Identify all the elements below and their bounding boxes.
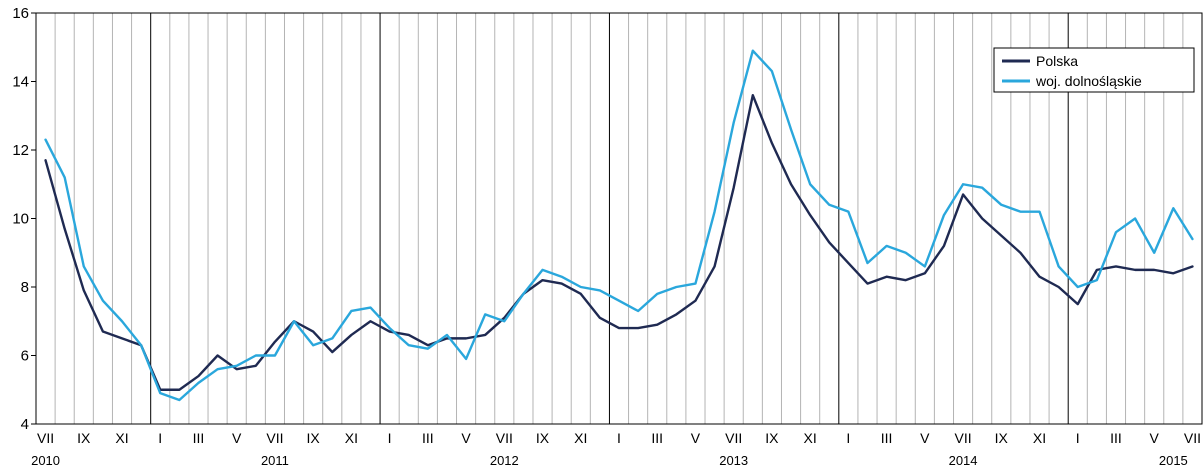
x-tick-label: V bbox=[461, 430, 471, 446]
series-line-polska bbox=[44, 93, 1194, 391]
y-tick-label: 12 bbox=[12, 142, 29, 159]
x-tick-label: IX bbox=[77, 430, 91, 446]
x-tick-label: XI bbox=[1033, 430, 1046, 446]
legend-label-dolnoslaskie: woj. dolnośląskie bbox=[1035, 73, 1142, 89]
x-tick-label: III bbox=[193, 430, 205, 446]
legend-label-polska: Polska bbox=[1036, 53, 1078, 69]
x-tick-label: V bbox=[1150, 430, 1160, 446]
year-label: 2015 bbox=[1159, 453, 1188, 468]
x-tick-label: V bbox=[232, 430, 242, 446]
series-lines bbox=[44, 49, 1194, 402]
x-tick-label: VII bbox=[37, 430, 54, 446]
series-line-dolnoslaskie bbox=[44, 49, 1194, 402]
x-tick-label: IX bbox=[307, 430, 321, 446]
x-tick-label: VII bbox=[725, 430, 742, 446]
y-tick-label: 10 bbox=[12, 211, 29, 228]
x-tick-label: VII bbox=[496, 430, 513, 446]
y-tick-label: 8 bbox=[21, 279, 29, 296]
x-tick-label: XI bbox=[345, 430, 358, 446]
x-tick-label: III bbox=[422, 430, 434, 446]
x-tick-label: III bbox=[651, 430, 663, 446]
y-tick-label: 16 bbox=[12, 5, 29, 22]
year-label: 2013 bbox=[719, 453, 748, 468]
plot-frame bbox=[35, 12, 1203, 425]
x-tick-label: XI bbox=[804, 430, 817, 446]
x-tick-label: I bbox=[846, 430, 850, 446]
y-tick-label: 6 bbox=[21, 348, 29, 365]
grid-lines bbox=[54, 13, 1184, 424]
x-tick-label: I bbox=[158, 430, 162, 446]
year-label: 2014 bbox=[949, 453, 978, 468]
legend: Polska woj. dolnośląskie bbox=[993, 47, 1195, 93]
x-tick-label: I bbox=[388, 430, 392, 446]
axes bbox=[31, 12, 1203, 425]
x-tick-label: V bbox=[691, 430, 701, 446]
x-tick-label: III bbox=[1110, 430, 1122, 446]
year-label: 2012 bbox=[490, 453, 519, 468]
x-tick-label: I bbox=[617, 430, 621, 446]
x-tick-label: IX bbox=[995, 430, 1009, 446]
x-tick-label: V bbox=[920, 430, 930, 446]
legend-box bbox=[993, 47, 1195, 93]
x-tick-label: I bbox=[1076, 430, 1080, 446]
x-tick-label: VII bbox=[1184, 430, 1201, 446]
year-label: 2011 bbox=[261, 453, 289, 468]
y-tick-label: 4 bbox=[21, 416, 29, 433]
x-tick-label: IX bbox=[536, 430, 550, 446]
x-tick-label: III bbox=[881, 430, 893, 446]
x-tick-label: IX bbox=[765, 430, 779, 446]
x-tick-label: VII bbox=[266, 430, 283, 446]
x-tick-label: XI bbox=[574, 430, 587, 446]
y-tick-label: 14 bbox=[12, 74, 29, 91]
x-tick-label: XI bbox=[115, 430, 128, 446]
year-label: 2010 bbox=[31, 453, 60, 468]
x-tick-label: VII bbox=[955, 430, 972, 446]
